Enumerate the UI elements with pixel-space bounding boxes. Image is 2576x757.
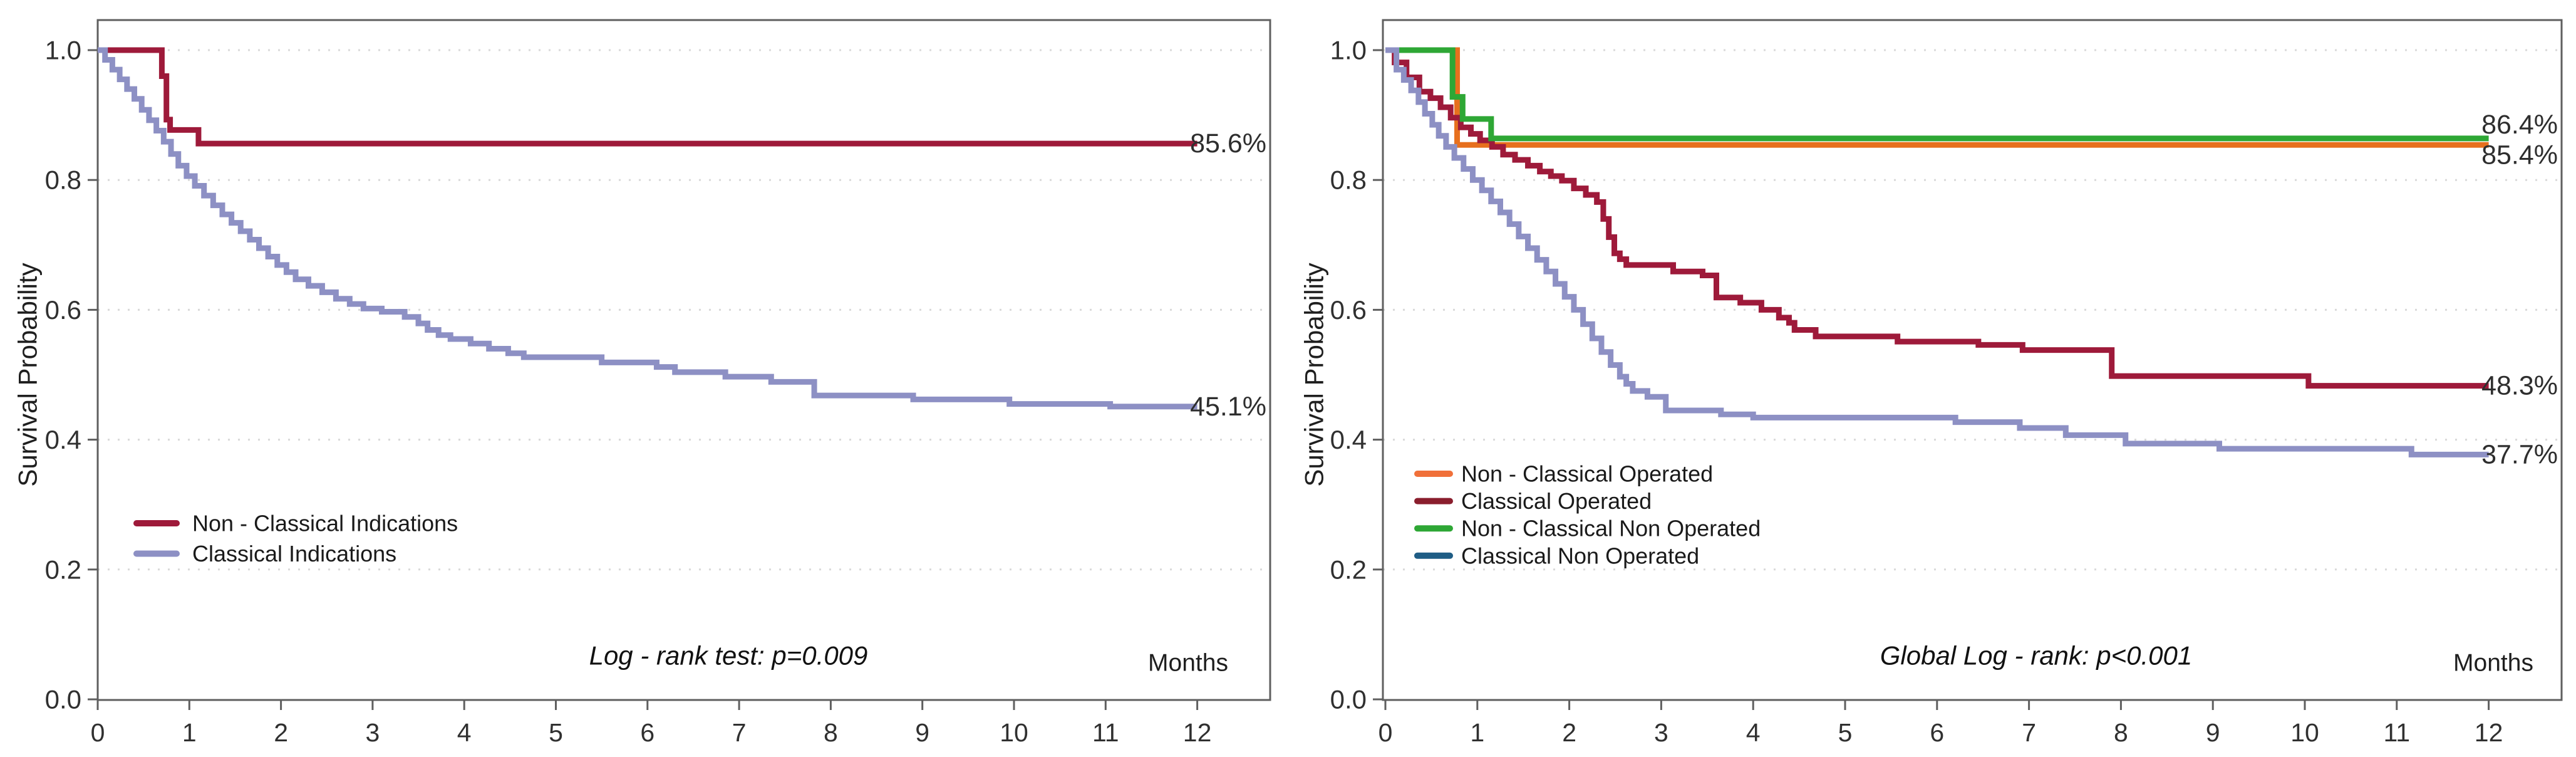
x-tick-label: 11 [1092,718,1119,747]
x-tick-label: 4 [1746,718,1761,747]
y-tick-label: 0.4 [45,425,81,454]
survival-chart-left: 1.00.80.60.40.20.00 1 2 3 4 5 6 7 8 9 10 11 12Surviv… [13,19,1271,747]
end-label: 37.7% [2481,439,2558,469]
y-tick-label: 0.2 [45,555,81,584]
y-tick-label: 0.6 [45,295,81,325]
x-tick-label: 2 [1562,718,1576,747]
survival-chart-right-panel: 1.0 0.8 0.6 0.4 0.2 0.0 0 1 2 3 4 5 6 7 8 9 10 11 12 Surviv… [1288,0,2576,757]
x-tick-label: 5 [1838,718,1853,747]
x-tick-label: 4 [457,718,472,747]
survival-curve-3 [1385,47,2489,142]
survival-chart-right: 1.00.80.60.40.20.00 1 2 3 4 5 6 7 8 9 10 11 12Surviv… [1300,19,2563,747]
legend-label: Classical Non Operated [1461,543,1699,568]
survival-curve-2 [1385,47,2489,389]
end-label: 86.4% [2481,110,2558,140]
survival-curve-1 [1385,47,2489,148]
survival-curve-4 [1385,47,2489,457]
legend-label: Classical Operated [1461,488,1652,514]
survival-curve-1 [98,47,1197,147]
end-label: 48.3% [2481,371,2558,401]
x-tick-label: 9 [915,718,929,747]
x-tick-label: 2 [274,718,288,747]
x-tick-label: 3 [365,718,380,747]
log-rank-annotation: Log - rank test: p=0.009 [589,641,868,671]
x-tick-label: 10 [1000,718,1028,747]
x-tick-label: 7 [732,718,747,747]
y-tick-label: 0.8 [45,165,81,195]
y-tick-label: 0.0 [1330,685,1367,714]
plot-border [96,19,1271,701]
x-tick-label: 12 [1183,718,1212,747]
y-tick-label: 0.8 [1330,165,1367,195]
end-label: 45.1% [1190,392,1266,422]
x-tick-label: 9 [2206,718,2220,747]
x-tick-label: 8 [824,718,838,747]
y-axis-title: Survival Probability [13,263,43,486]
x-tick-label: 6 [640,718,654,747]
legend-label: Non - Classical Indications [192,511,458,536]
x-tick-label: 6 [1930,718,1944,747]
x-tick-label: 10 [2290,718,2319,747]
end-label: 85.4% [2481,140,2558,170]
survival-chart-left-panel: 1.0 0.8 0.6 0.4 0.2 0.0 0 1 2 3 4 5 6 7 8 9 10 11 12 Surviv… [13,19,1271,747]
y-tick-label: 0.4 [1330,425,1367,454]
y-tick-label: 1.0 [1330,36,1367,65]
y-axis-title: Survival Probability [1300,263,1329,486]
x-axis-unit-label: Months [2453,650,2533,677]
legend-label: Non - Classical Non Operated [1461,516,1761,541]
x-tick-label: 1 [1470,718,1484,747]
x-tick-label: 8 [2114,718,2128,747]
y-tick-label: 0.6 [1330,295,1367,325]
legend-label: Classical Indications [192,541,396,566]
x-tick-label: 11 [2384,718,2411,747]
y-tick-label: 0.2 [1330,555,1367,584]
x-tick-label: 5 [549,718,563,747]
x-tick-label: 7 [2022,718,2036,747]
survival-curve-2 [98,47,1197,410]
legend-label: Non - Classical Operated [1461,461,1713,487]
end-label: 85.6% [1190,128,1266,159]
y-tick-label: 1.0 [45,36,81,65]
x-tick-label: 0 [1379,718,1393,747]
log-rank-annotation: Global Log - rank: p<0.001 [1880,641,2193,671]
x-tick-label: 3 [1654,718,1668,747]
plot-border [1382,19,2563,701]
x-tick-label: 12 [2475,718,2503,747]
y-tick-label: 0.0 [45,685,81,714]
x-tick-label: 0 [91,718,105,747]
x-axis-unit-label: Months [1148,650,1228,677]
x-tick-label: 1 [182,718,197,747]
